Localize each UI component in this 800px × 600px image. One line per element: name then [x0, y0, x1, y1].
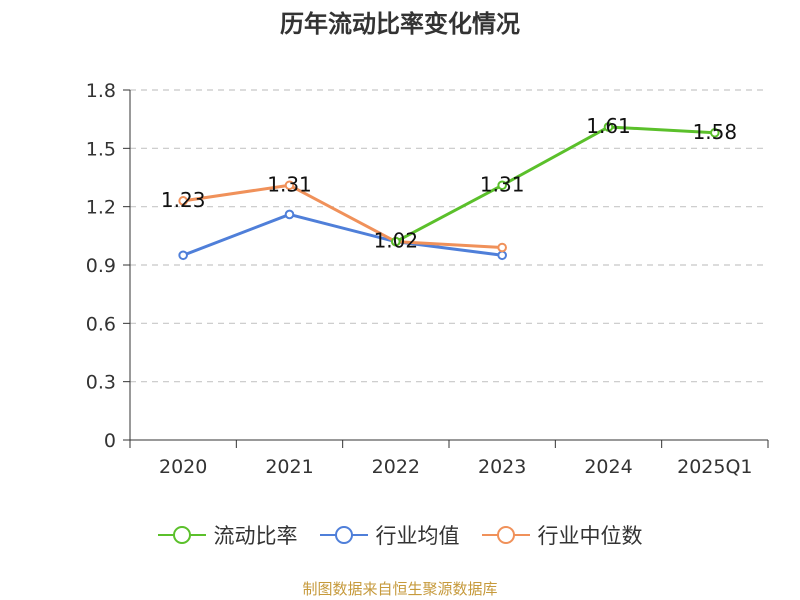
x-tick-label: 2024 — [584, 456, 632, 478]
source-note: 制图数据来自恒生聚源数据库 — [302, 580, 498, 598]
series-line — [182, 212, 503, 257]
series-point — [497, 180, 507, 191]
series-point — [284, 180, 295, 191]
series-point — [497, 242, 507, 253]
x-tick-label: 2025Q1 — [677, 456, 752, 478]
legend-blue-line-icon — [319, 526, 368, 544]
data-label: 1.31 — [480, 172, 525, 196]
series-point — [603, 122, 614, 132]
grid-lines — [130, 89, 768, 383]
x-tick-label: 2022 — [372, 456, 420, 478]
data-labels: 1.02 1.31 1.61 1.58 1.23 1.31 — [161, 114, 737, 253]
series-point — [178, 196, 188, 206]
x-tick-label: 2021 — [265, 456, 313, 478]
data-label: 1.58 — [693, 120, 738, 144]
chart-title: 历年流动比率变化情况 — [280, 10, 520, 38]
x-tick-label: 2023 — [478, 456, 526, 478]
series-lines — [178, 122, 720, 261]
y-tick-label: 0.3 — [86, 372, 116, 394]
axes: 0 0.3 0.6 0.9 1.2 1.5 1.8 2020 2021 2022 2023 2024 2… — [86, 80, 769, 478]
data-label: 1.31 — [267, 172, 312, 196]
y-tick-label: 1.8 — [86, 80, 116, 102]
y-tick-label: 1.2 — [86, 197, 116, 219]
x-tick-label: 2020 — [159, 456, 207, 478]
y-tick-label: 1.5 — [86, 138, 116, 160]
series-point — [178, 250, 188, 261]
series-line — [182, 183, 503, 249]
data-label: 1.23 — [161, 188, 206, 212]
y-tick-label: 0 — [104, 430, 116, 452]
series-point — [284, 209, 295, 220]
series-point — [391, 236, 401, 247]
data-label: 1.61 — [586, 114, 631, 138]
legend-label: 流动比率 — [213, 524, 298, 548]
legend-item-current-ratio[interactable]: 流动比率 — [157, 520, 298, 550]
legend-label: 行业中位数 — [537, 524, 643, 548]
legend-label: 行业均值 — [375, 524, 460, 548]
legend-green-line-icon — [157, 526, 206, 544]
legend-orange-line-icon — [481, 526, 530, 544]
y-tick-label: 0.9 — [86, 255, 116, 277]
y-tick-label: 0.6 — [86, 313, 116, 335]
series-line — [395, 125, 715, 243]
legend-item-industry-median[interactable]: 行业中位数 — [481, 520, 643, 550]
data-label: 1.02 — [374, 229, 419, 253]
series-point — [497, 250, 507, 261]
legend: 流动比率 行业均值 行业中位数 — [0, 520, 800, 550]
legend-item-industry-mean[interactable]: 行业均值 — [319, 520, 460, 550]
series-point — [710, 127, 720, 138]
